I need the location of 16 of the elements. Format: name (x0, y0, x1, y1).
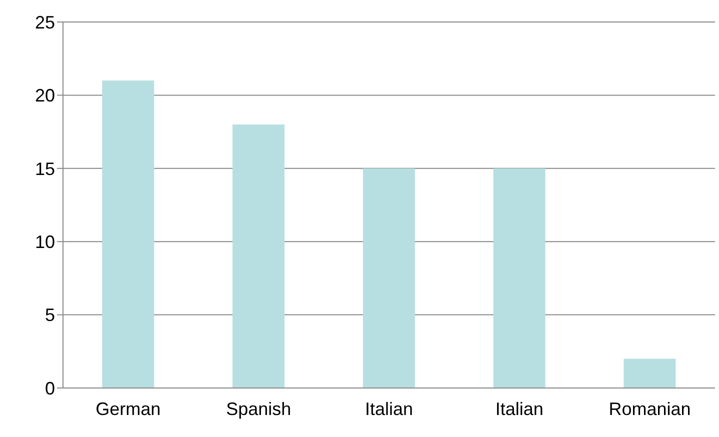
bar (102, 80, 154, 388)
y-tick-label: 0 (44, 378, 55, 398)
x-tick-label: German (96, 398, 161, 419)
y-tick-label: 5 (44, 305, 55, 326)
y-tick-label: 15 (34, 158, 55, 179)
bar (232, 124, 285, 388)
x-tick-label: Italian (364, 398, 414, 419)
x-tick-label: Spanish (226, 398, 292, 419)
bar (493, 168, 546, 388)
y-tick-label: 25 (34, 12, 55, 32)
x-tick-label: Italian (495, 398, 544, 419)
x-tick-label: Romanian (608, 398, 691, 419)
y-tick-label: 20 (34, 86, 55, 106)
y-tick-label: 10 (34, 232, 55, 252)
bar (624, 358, 676, 388)
bar (362, 168, 415, 388)
